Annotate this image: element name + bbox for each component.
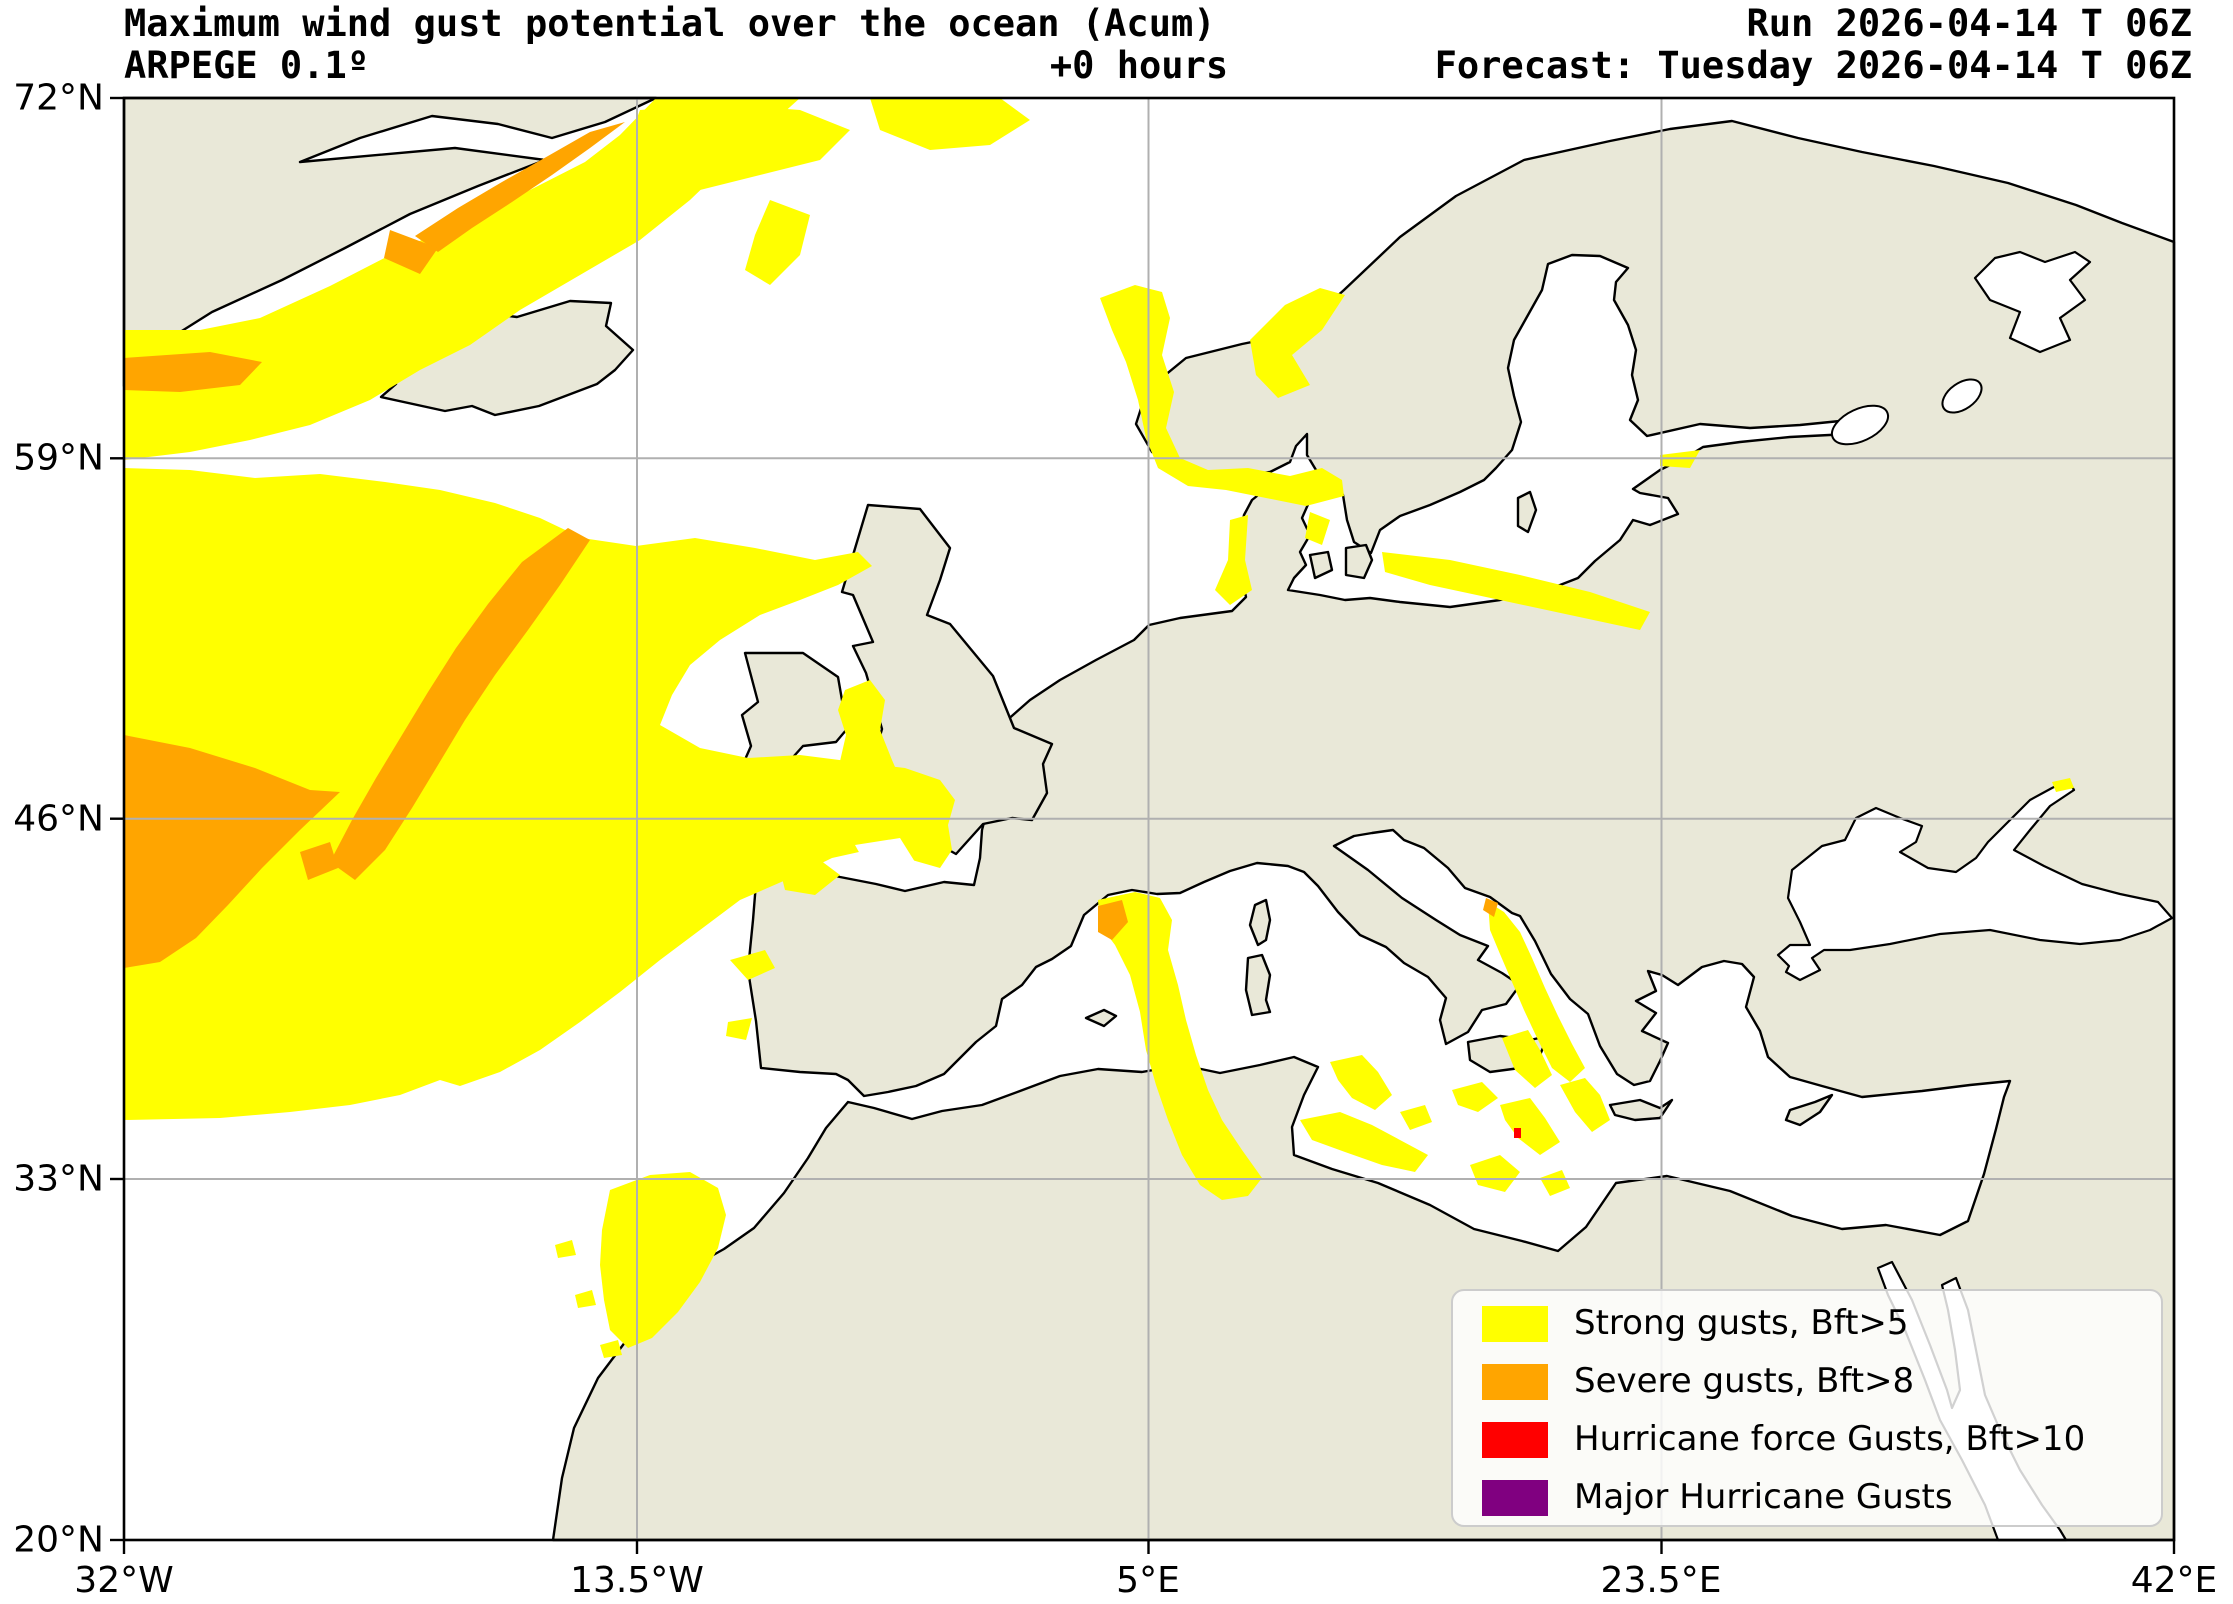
lon-label-5e: 5°E (1116, 1560, 1180, 1601)
legend-swatch-severe (1482, 1364, 1548, 1400)
land-crete (1608, 1098, 1674, 1122)
strong-gust-areas (124, 98, 2074, 1358)
lat-label-20n: 20°N (13, 1520, 104, 1561)
legend-item-severe: Severe gusts, Bft>8 (1482, 1361, 1914, 1401)
page-title: Maximum wind gust potential over the oce… (124, 2, 1216, 45)
land-sardinia (1244, 953, 1272, 1017)
legend-label-severe: Severe gusts, Bft>8 (1574, 1361, 1914, 1401)
legend-label-strong: Strong gusts, Bft>5 (1574, 1303, 1909, 1343)
white-sea (1973, 250, 2092, 354)
legend-swatch-strong (1482, 1306, 1548, 1342)
legend-swatch-major-hurricane (1482, 1480, 1548, 1516)
land-majorca (1084, 1008, 1118, 1028)
lon-label-23-5e: 23.5°E (1601, 1560, 1722, 1601)
lon-label-13-5w: 13.5°W (570, 1560, 704, 1601)
header: Maximum wind gust potential over the oce… (124, 2, 2192, 87)
model-label: ARPEGE 0.1º (124, 44, 369, 87)
lat-label-33n: 33°N (13, 1159, 104, 1200)
lon-label-42e: 42°E (2131, 1560, 2218, 1601)
run-label: Run 2026-04-14 T 06Z (1746, 2, 2192, 45)
lake-ladoga (1830, 404, 1890, 446)
legend-item-major-hurricane: Major Hurricane Gusts (1482, 1477, 1953, 1517)
lon-label-32w: 32°W (74, 1560, 173, 1601)
latitude-labels: 72°N 59°N 46°N 33°N 20°N (13, 78, 104, 1561)
legend-item-hurricane: Hurricane force Gusts, Bft>10 (1482, 1419, 2085, 1459)
legend-label-hurricane: Hurricane force Gusts, Bft>10 (1574, 1419, 2085, 1459)
lake-onega (1941, 378, 1983, 414)
land-greenland (122, 96, 658, 388)
lead-time-label: +0 hours (1050, 44, 1228, 87)
land-zealand (1344, 543, 1374, 580)
longitude-labels: 32°W 13.5°W 5°E 23.5°E 42°E (74, 1560, 2217, 1601)
lat-label-46n: 46°N (13, 799, 104, 840)
forecast-label: Forecast: Tuesday 2026-04-14 T 06Z (1435, 44, 2192, 87)
land-gotland (1516, 490, 1538, 534)
lat-label-72n: 72°N (13, 78, 104, 119)
lat-label-59n: 59°N (13, 438, 104, 479)
severe-gust-areas (124, 122, 1498, 968)
land-mainland (551, 119, 2176, 1542)
land-corsica (1248, 898, 1272, 947)
legend-box (1451, 1289, 2163, 1527)
tick-marks (110, 96, 2176, 1554)
hurricane-gust-areas (1514, 1128, 1521, 1138)
land-funen (1308, 550, 1334, 580)
graticule (124, 98, 2174, 1540)
legend-label-major-hurricane: Major Hurricane Gusts (1574, 1477, 1953, 1517)
land-cyprus (1784, 1093, 1834, 1127)
legend: Strong gusts, Bft>5 Severe gusts, Bft>8 … (1451, 1289, 2163, 1527)
legend-swatch-hurricane (1482, 1422, 1548, 1458)
legend-item-strong: Strong gusts, Bft>5 (1482, 1303, 1909, 1343)
